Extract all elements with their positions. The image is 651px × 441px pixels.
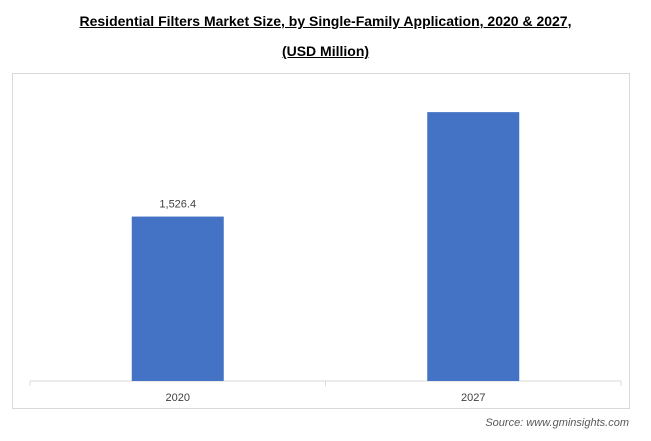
bar-chart: 1,526.4 2020 2027: [29, 112, 622, 404]
x-tick-label-2020: 2020: [166, 392, 190, 404]
chart-area: 1,526.4 2020 2027: [12, 73, 630, 409]
data-label-2020: 1,526.4: [159, 199, 196, 211]
source-note: Source: www.gminsights.com: [485, 417, 629, 429]
bar-2020: [131, 216, 224, 381]
chart-title-line-2: (USD Million): [281, 43, 370, 59]
x-tick-label-2027: 2027: [461, 392, 485, 404]
chart-title-line-1: Residential Filters Market Size, by Sing…: [79, 13, 572, 29]
bar-2027: [427, 112, 520, 381]
